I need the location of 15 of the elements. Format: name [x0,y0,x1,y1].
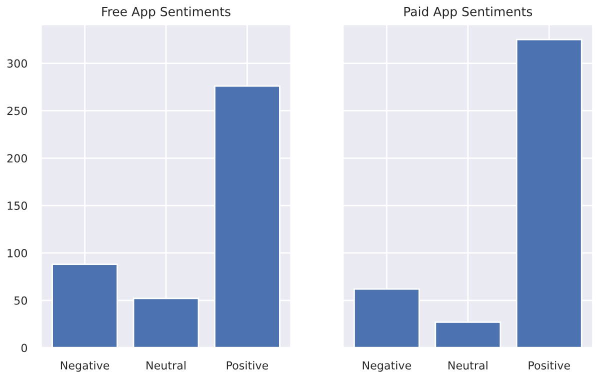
x-tick-label: Positive [226,360,268,370]
x-tick-label: Positive [528,360,570,370]
y-tick-label: 200 [7,154,28,163]
x-tick-label: Negative [362,360,412,372]
chart-title: Paid App Sentiments [404,6,532,19]
x-tick-label: Neutral [146,360,186,370]
y-tick-label: 50 [14,296,28,305]
y-tick-label: 100 [8,248,28,258]
x-tick-label: Neutral [448,360,488,370]
y-tick-label: 250 [7,106,28,116]
y-tick-label: 0 [21,344,28,352]
x-tick-label: Negative [60,360,110,372]
y-tick-label: 300 [7,59,28,68]
y-tick-label: 150 [8,202,28,210]
chart-title: Free App Sentiments [102,6,230,19]
